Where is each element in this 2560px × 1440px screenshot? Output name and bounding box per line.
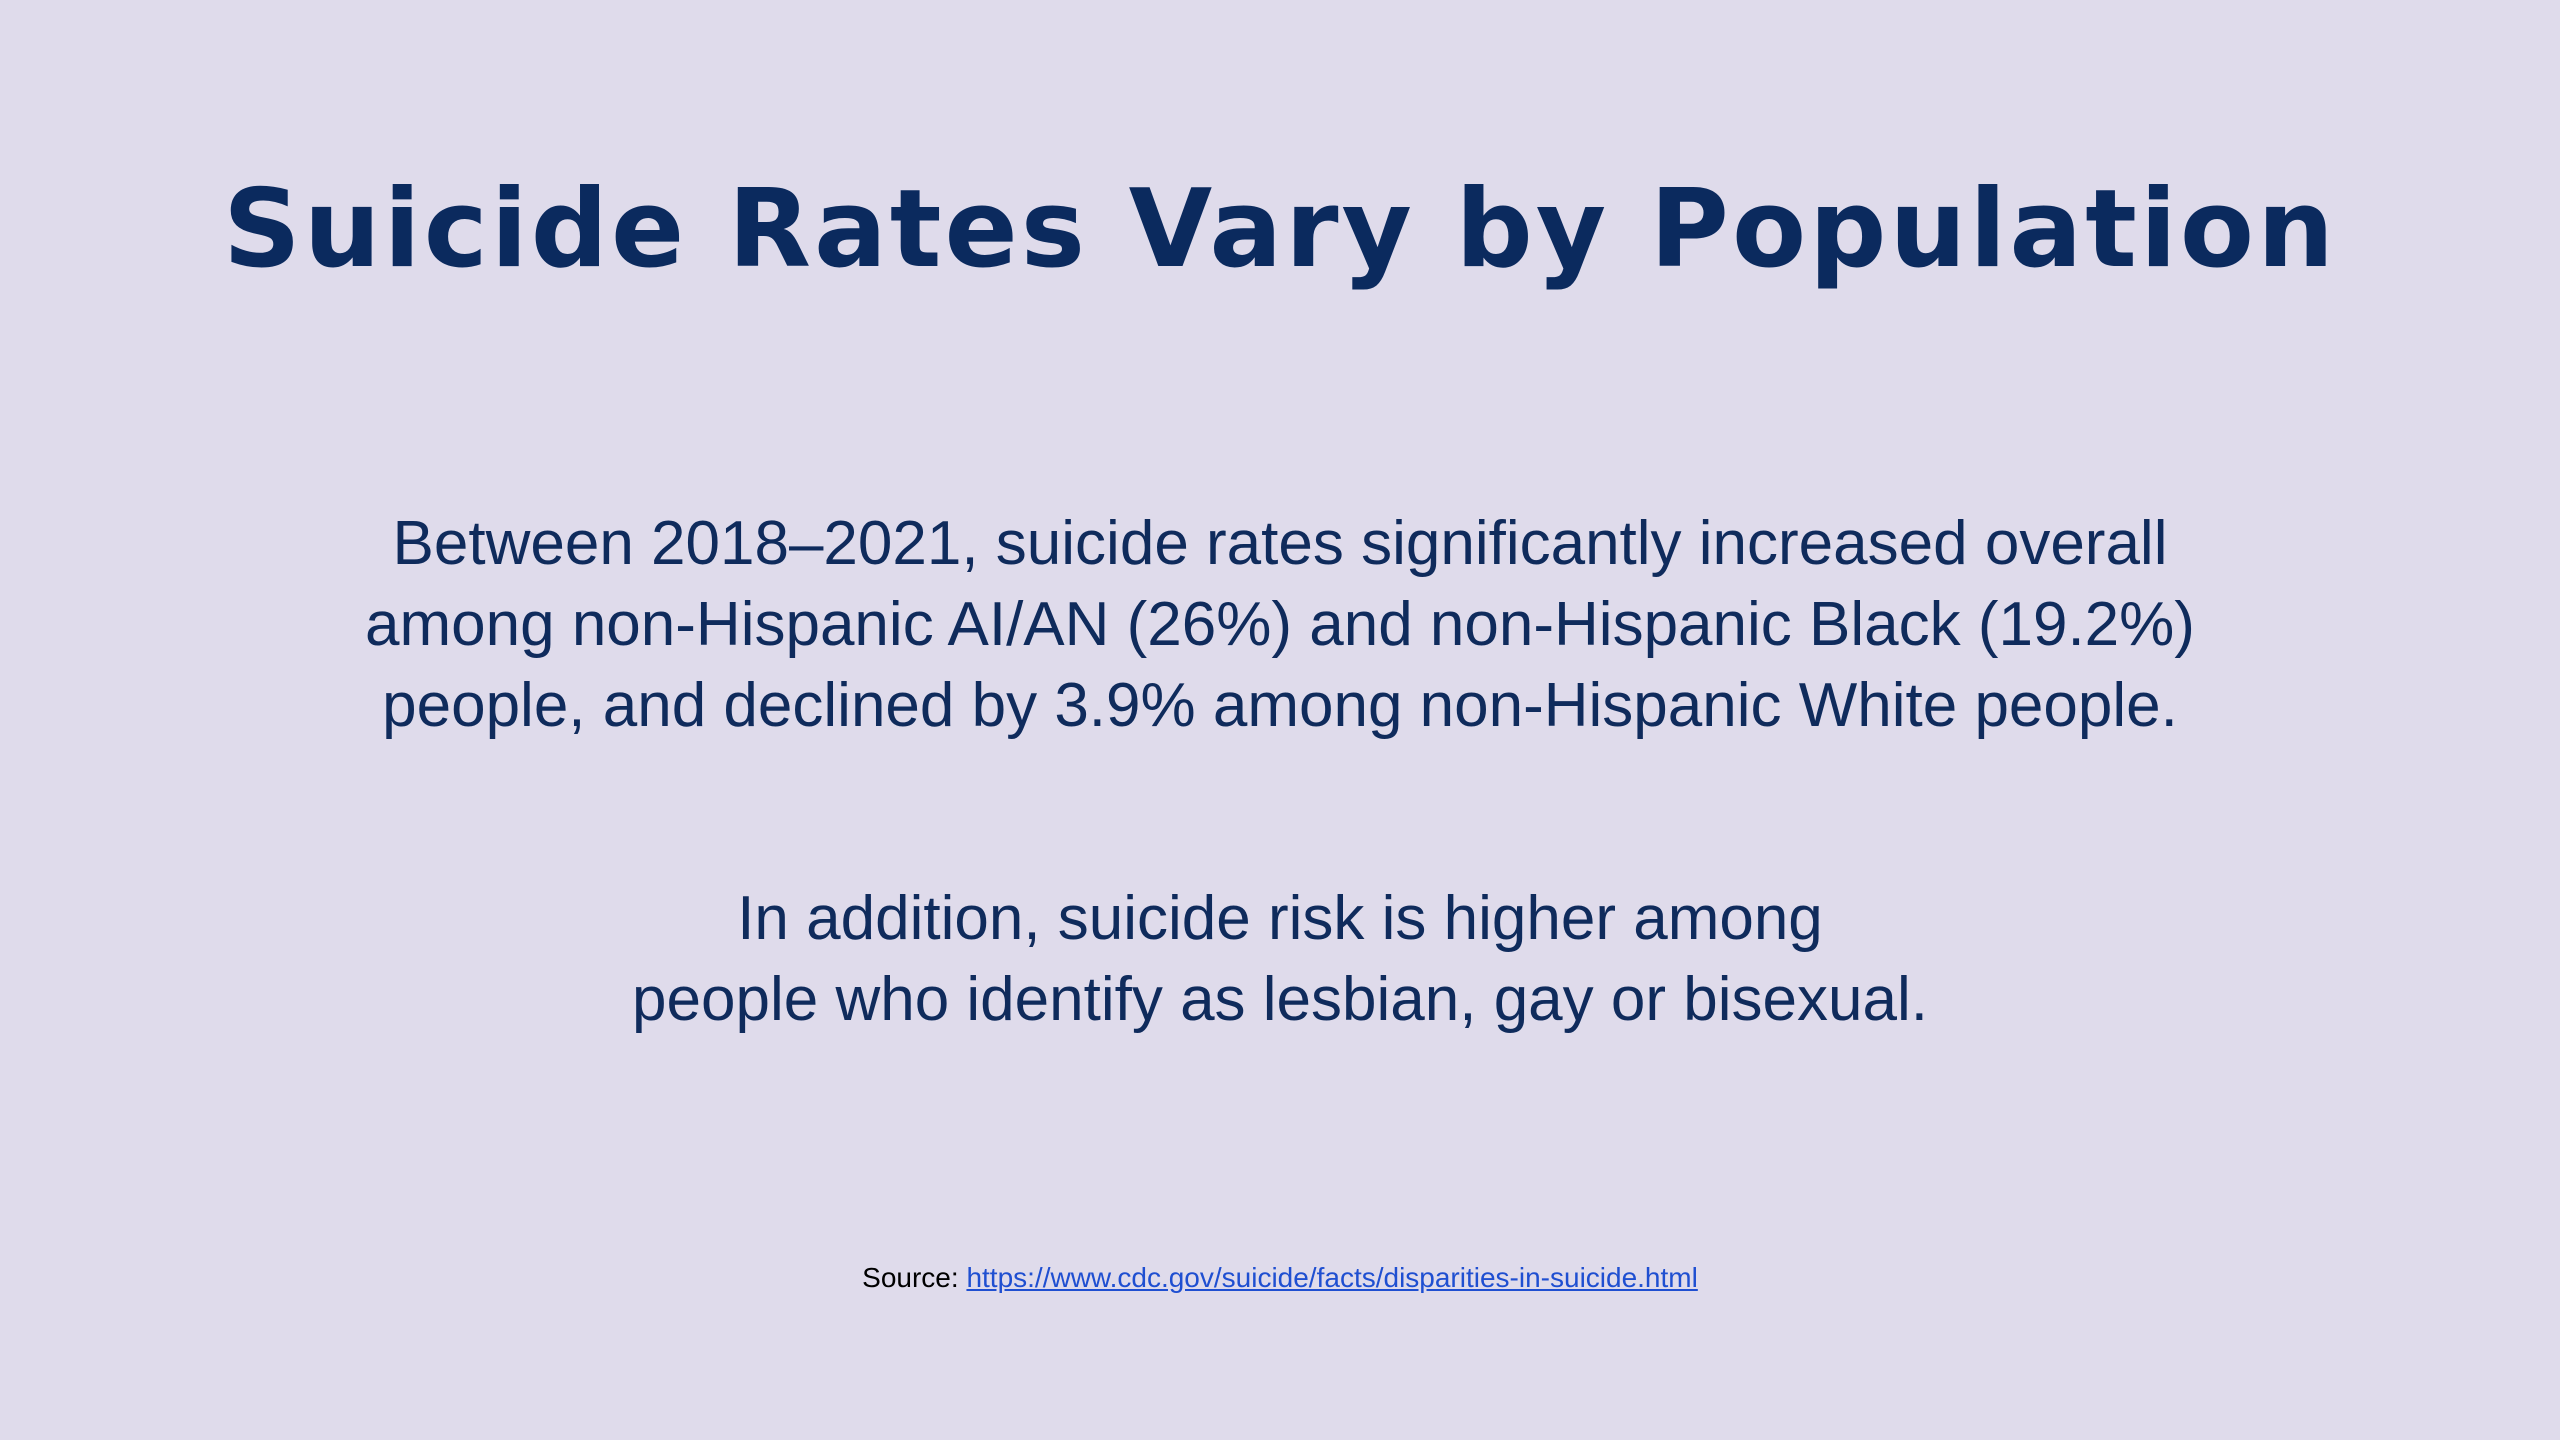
risk-paragraph: In addition, suicide risk is higher amon… [200,878,2360,1040]
source-label: Source: [862,1262,967,1293]
source-link[interactable]: https://www.cdc.gov/suicide/facts/dispar… [966,1262,1698,1293]
statistics-paragraph: Between 2018–2021, suicide rates signifi… [200,503,2360,746]
paragraph-line: among non-Hispanic AI/AN (26%) and non-H… [365,590,2195,659]
source-citation: Source: https://www.cdc.gov/suicide/fact… [0,1260,2560,1296]
slide-title: Suicide Rates Vary by Population [223,167,2337,292]
paragraph-line: people, and declined by 3.9% among non-H… [382,671,2178,740]
paragraph-line: Between 2018–2021, suicide rates signifi… [392,509,2168,578]
paragraph-line: people who identify as lesbian, gay or b… [632,965,1928,1034]
paragraph-line: In addition, suicide risk is higher amon… [737,884,1823,953]
